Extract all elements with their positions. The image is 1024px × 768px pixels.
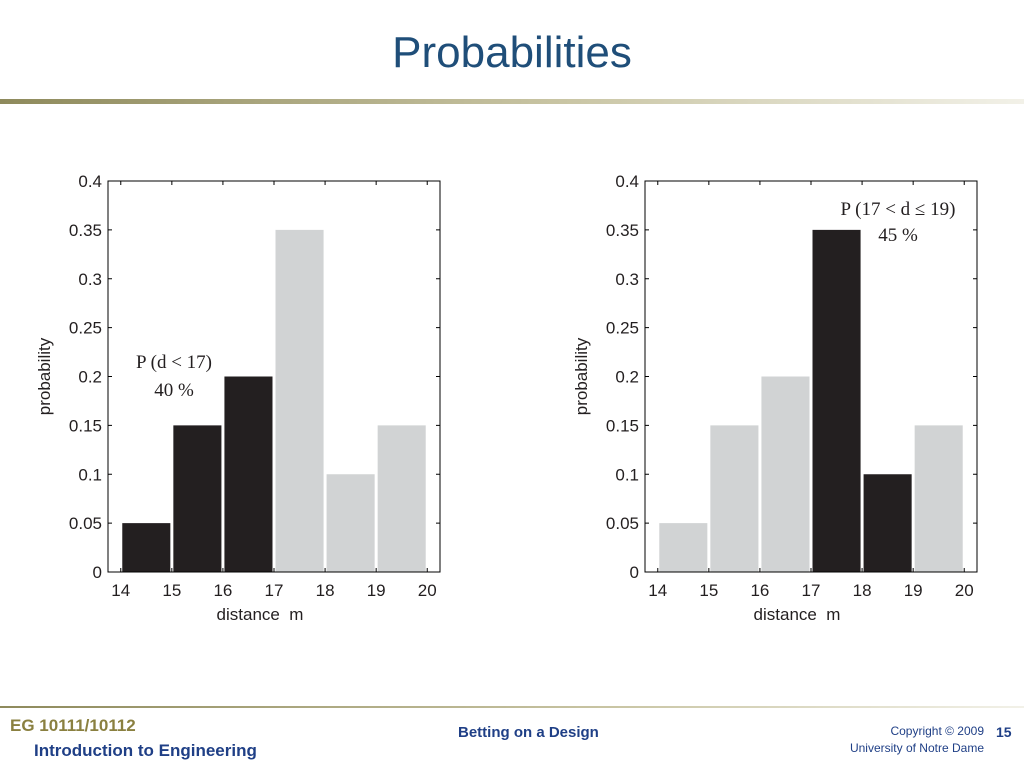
chart-1-ylabel: probability (35, 337, 54, 415)
chart-2-xtick-label: 15 (699, 581, 718, 600)
chart-2-xtick-label: 14 (648, 581, 667, 600)
chart-1-ytick-label: 0.25 (69, 319, 102, 338)
institution-line: University of Notre Dame (849, 741, 984, 755)
chart-1-ytick-label: 0.1 (78, 465, 102, 484)
chart-2-annotation-line: P (17 < d ≤ 19) (841, 199, 956, 220)
chart-2-ytick-label: 0.4 (615, 172, 639, 191)
chart-1-annotation-line: 40 % (154, 380, 194, 401)
footer-course-name: Introduction to Engineering (34, 741, 257, 760)
chart-2-xtick-label: 18 (853, 581, 872, 600)
footer-course-code: EG 10111/10112 (10, 716, 136, 735)
chart-1-xtick-label: 18 (316, 581, 335, 600)
chart-2-ytick-label: 0.1 (615, 465, 639, 484)
chart-1-bar-19-20 (377, 425, 426, 572)
chart-2-xlabel: distance m (754, 605, 841, 624)
chart-2-ytick-label: 0.15 (606, 416, 639, 435)
chart-1-xlabel: distance m (217, 605, 304, 624)
chart-1-xtick-label: 20 (418, 581, 437, 600)
chart-2-bar-16-17 (761, 376, 810, 572)
chart-1-ytick-label: 0.05 (69, 514, 102, 533)
chart-2-bar-14-15 (659, 523, 708, 572)
chart-2-ylabel: probability (572, 337, 591, 415)
chart-2-ytick-label: 0.05 (606, 514, 639, 533)
chart-2-ytick-label: 0.25 (606, 319, 639, 338)
title-divider (0, 99, 1024, 104)
chart-1-xtick-label: 15 (162, 581, 181, 600)
copyright-line: Copyright © 2009 (890, 724, 984, 738)
chart-2-ytick-label: 0 (630, 563, 639, 582)
chart-1-xtick-label: 16 (213, 581, 232, 600)
chart-2-xtick-label: 19 (904, 581, 923, 600)
chart-1-xtick-label: 19 (367, 581, 386, 600)
chart-1-ytick-label: 0.2 (78, 368, 102, 387)
chart-2-bar-18-19 (863, 474, 912, 572)
chart-2-ytick-label: 0.3 (615, 270, 639, 289)
footer-copyright: Copyright © 2009 University of Notre Dam… (850, 723, 984, 757)
chart-1-annotation-line: P (d < 17) (136, 352, 212, 373)
chart-1-ytick-label: 0.3 (78, 270, 102, 289)
chart-2-bar-19-20 (914, 425, 963, 572)
chart-2-bar-17-18 (812, 229, 861, 572)
chart-1-xtick-label: 14 (111, 581, 130, 600)
chart-1-bar-14-15 (122, 523, 171, 572)
histogram-charts: 0 0.05 0.1 0.15 0.2 0.25 0.3 0.35 0.4 14 15 16 17 18 1… (35, 172, 978, 624)
chart-1-bar-17-18 (275, 229, 324, 572)
page-number: 15 (996, 724, 1012, 740)
chart-1-ytick-label: 0.15 (69, 416, 102, 435)
footer-presentation-title: Betting on a Design (458, 724, 599, 741)
chart-1-ytick-label: 0.35 (69, 221, 102, 240)
chart-1-xtick-label: 17 (265, 581, 284, 600)
chart-2-xtick-label: 20 (955, 581, 974, 600)
chart-1-bar-15-16 (173, 425, 222, 572)
chart-2-xtick-label: 17 (802, 581, 821, 600)
chart-1-ytick-label: 0 (93, 563, 102, 582)
chart-1-bar-16-17 (224, 376, 273, 572)
chart-1-bar-18-19 (326, 474, 375, 572)
chart-2-bar-15-16 (710, 425, 759, 572)
chart-1-ytick-label: 0.4 (78, 172, 102, 191)
chart-2-ytick-label: 0.35 (606, 221, 639, 240)
chart-2-ytick-label: 0.2 (615, 368, 639, 387)
page-title: Probabilities (392, 28, 632, 77)
footer-divider (0, 706, 1024, 708)
chart-2-annotation-line: 45 % (878, 225, 918, 246)
chart-2-xtick-label: 16 (750, 581, 769, 600)
